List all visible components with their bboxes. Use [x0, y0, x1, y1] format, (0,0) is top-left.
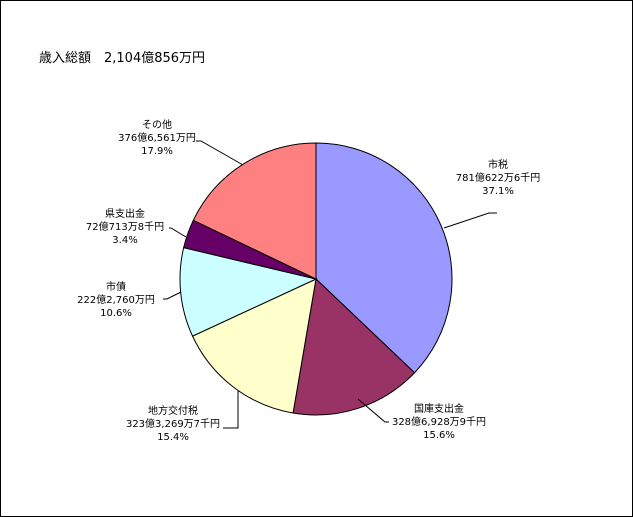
- slice-label-percent: 37.1%: [482, 186, 514, 197]
- pie-slice: [192, 142, 317, 280]
- slice-label-percent: 10.6%: [100, 308, 132, 319]
- slice-label-percent: 15.4%: [157, 432, 189, 443]
- slice-label-name: 地方交付税: [147, 406, 198, 417]
- slice-label-percent: 15.6%: [423, 430, 455, 441]
- leader-line: [196, 140, 244, 166]
- slice-label-amount: 72億713万8千円: [85, 222, 165, 233]
- slice-label-percent: 17.9%: [141, 146, 173, 157]
- leader-line: [443, 212, 497, 229]
- leader-line: [163, 291, 182, 300]
- slice-label: 市税 781億622万6千円 37.1%: [456, 159, 541, 198]
- slice-label: その他 376億6,561万円 17.9%: [118, 119, 196, 158]
- slice-label-amount: 323億3,269万7千円: [125, 419, 221, 430]
- leader-line: [169, 227, 187, 238]
- slice-label-name: 県支出金: [105, 209, 145, 220]
- slice-label-amount: 781億622万6千円: [455, 173, 541, 184]
- leader-line: [357, 398, 389, 423]
- pie-slice: [292, 277, 416, 416]
- slice-label-amount: 328億6,928万9千円: [391, 417, 487, 428]
- slice-label-amount: 222億2,760万円: [77, 295, 155, 306]
- slice-label-name: 市債: [106, 282, 126, 293]
- pie-slice: [315, 142, 453, 374]
- slice-label-percent: 3.4%: [112, 235, 138, 246]
- slice-label: 国庫支出金 328億6,928万9千円 15.6%: [392, 403, 486, 442]
- slice-label: 市債 222億2,760万円 10.6%: [77, 281, 155, 320]
- leader-line: [223, 391, 239, 429]
- slice-label-amount: 376億6,561万円: [118, 133, 196, 144]
- slice-label-name: 市税: [487, 160, 508, 171]
- slice-label: 地方交付税 323億3,269万7千円 15.4%: [126, 405, 220, 444]
- pie-slice: [191, 278, 317, 414]
- slice-label-name: その他: [142, 120, 172, 131]
- slice-label-name: 国庫支出金: [413, 404, 464, 415]
- slice-label: 県支出金 72億713万8千円 3.4%: [86, 208, 164, 247]
- chart-title: 歳入総額 2,104億856万円: [39, 51, 206, 66]
